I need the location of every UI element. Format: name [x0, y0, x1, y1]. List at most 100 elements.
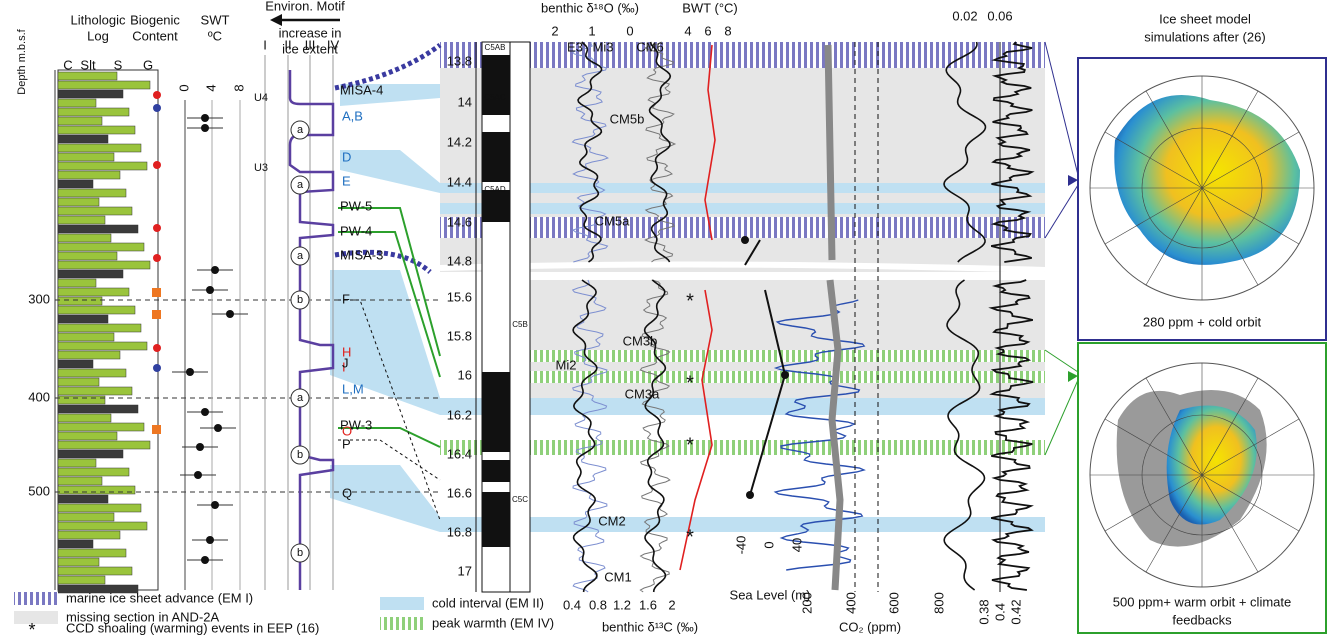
- chron-label: C5B: [512, 320, 528, 329]
- lith-bar: [57, 557, 100, 567]
- co2-tick-label: 800: [931, 592, 946, 614]
- lith-bar: [57, 548, 127, 558]
- swt-tick-label: 4: [203, 84, 218, 91]
- age-tick-label: 13.8: [447, 53, 472, 68]
- caption-bottom: feedbacks: [1172, 612, 1232, 627]
- age-tick-label: 16.4: [447, 446, 472, 461]
- d18o-tick-label: 0: [626, 23, 633, 38]
- pw-link: [338, 427, 441, 448]
- lith-bar: [57, 494, 109, 504]
- lith-bar: [57, 116, 103, 126]
- curve-label: E3: [567, 39, 583, 54]
- lith-bar: [57, 521, 148, 531]
- swt-title: SWT: [201, 12, 230, 27]
- polarity-normal: [482, 372, 510, 452]
- misa-link: [334, 249, 432, 274]
- biogenic-dot: [153, 364, 161, 372]
- lith-bar: [57, 476, 103, 486]
- ccd-asterisk: *: [686, 372, 694, 394]
- warm-band: [440, 440, 1045, 455]
- legend: [14, 592, 424, 630]
- sea-level-tick-label: -40: [733, 536, 748, 555]
- pw-label: PW-4: [340, 223, 372, 238]
- caption-bottom: 500 ppm+ warm orbit + climate: [1113, 594, 1291, 609]
- lith-bar: [57, 512, 115, 522]
- d18o-title: benthic δ¹⁸O (‰): [541, 0, 639, 15]
- swt-point: [194, 471, 202, 479]
- cold-band: [340, 150, 440, 193]
- lith-bar: [57, 143, 142, 153]
- swt-point: [211, 501, 219, 509]
- lith-bar: [57, 260, 151, 270]
- orbit-tick-label: 0.4: [992, 603, 1007, 621]
- curve-label: CM6: [636, 39, 663, 54]
- proxy-curve: [943, 279, 986, 591]
- motif-arrow-head: [270, 14, 282, 26]
- biogenic-square: [152, 310, 161, 319]
- lith-bar: [57, 134, 109, 144]
- proxy-curves: [571, 41, 1035, 593]
- swt-point: [186, 368, 194, 376]
- chron-label: C5AD: [484, 185, 506, 194]
- proxy-curve: [643, 279, 667, 593]
- co2-envelope: [824, 44, 844, 591]
- lith-bar: [57, 359, 94, 369]
- d13c-tick-label: 1.2: [613, 597, 631, 612]
- motif-title: increase in: [279, 25, 342, 40]
- lith-bar: [57, 170, 121, 180]
- misa-label: MISA-3: [340, 247, 383, 262]
- motif-circle-label: b: [297, 449, 303, 461]
- d13c-tick-label: 0.8: [589, 597, 607, 612]
- cold-band: [440, 398, 1045, 415]
- chron-label: C5AB: [485, 43, 506, 52]
- age-tick-label: 16.2: [447, 407, 472, 422]
- lith-col-label: Slt: [80, 57, 96, 72]
- age-tick-label: 15.8: [447, 328, 472, 343]
- legend-swatch: [380, 597, 424, 610]
- connector: [1044, 184, 1079, 239]
- marine-advance-band: [440, 217, 1045, 238]
- co2-tick-label: 600: [886, 592, 901, 614]
- lith-bar: [57, 350, 121, 360]
- cold-band: [440, 203, 1045, 214]
- swt-point: [201, 556, 209, 564]
- d13c-tick-label: 0.4: [563, 597, 581, 612]
- age-tick-label: 14.4: [447, 174, 472, 189]
- lith-bar: [57, 188, 127, 198]
- proxy-curve: [988, 279, 1034, 591]
- co2-panel: [741, 42, 879, 592]
- lith-bars: [57, 71, 151, 594]
- parallel: [1141, 127, 1263, 249]
- pw-label: PW-3: [340, 417, 372, 432]
- lith-bar: [57, 323, 142, 333]
- swt-point: [211, 266, 219, 274]
- co2-tick-label: 200: [799, 592, 814, 614]
- cold-band: [330, 465, 440, 532]
- lith-bar: [57, 296, 103, 306]
- proxy-curve: [571, 279, 608, 593]
- biogenic-dot: [153, 161, 161, 169]
- parallel: [1141, 414, 1263, 536]
- lith-bar: [57, 422, 145, 432]
- curve-label: Mi2: [556, 357, 577, 372]
- lith-col-label: G: [143, 57, 153, 72]
- pw-link: [338, 231, 441, 378]
- lith-bar: [57, 458, 97, 468]
- chron-label: C5C: [512, 495, 528, 504]
- lith-bar: [57, 377, 100, 387]
- lith-bar: [57, 251, 118, 261]
- connector-arrow: [1068, 175, 1078, 186]
- lith-bar: [57, 440, 151, 450]
- ccd-asterisk: *: [686, 526, 694, 548]
- curve-label: CM3a: [625, 386, 660, 401]
- motif-title: Environ. Motif: [265, 0, 345, 13]
- depth-tick-label: 500: [28, 483, 50, 498]
- motif-title: ice extent: [282, 41, 338, 56]
- cold-band: [440, 183, 1045, 193]
- lith-bar: [57, 242, 145, 252]
- biogenic-title: Biogenic: [130, 12, 180, 27]
- curve-label: CM1: [604, 569, 631, 584]
- legend-label: peak warmth (EM IV): [432, 615, 554, 630]
- lith-bar: [57, 395, 106, 405]
- swt-title: ºC: [208, 28, 222, 43]
